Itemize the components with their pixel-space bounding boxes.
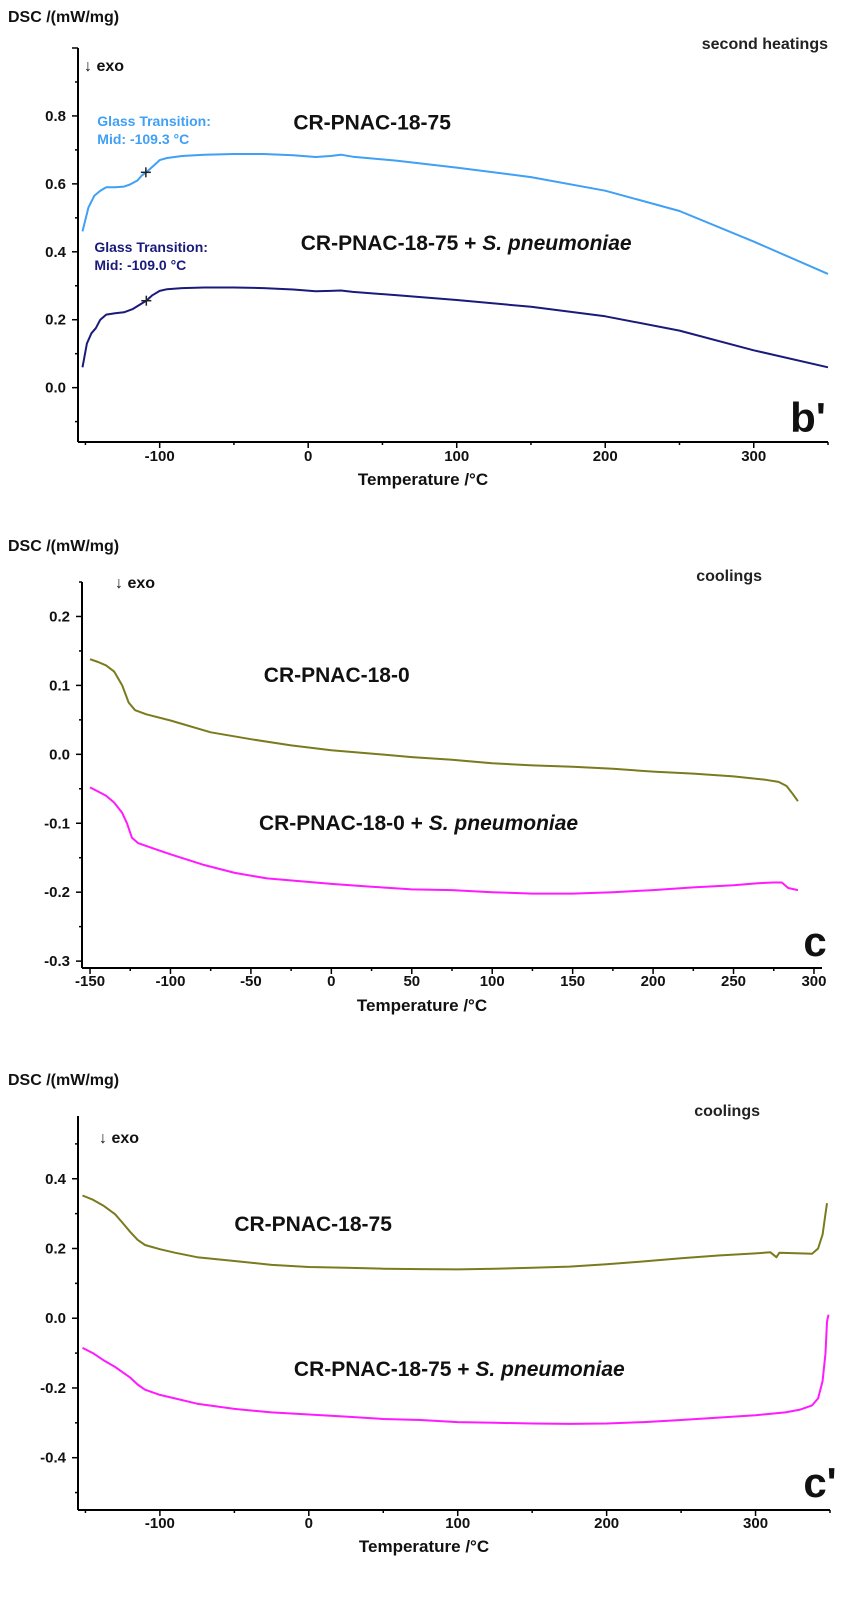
y-tick-label: 0.6 xyxy=(45,176,66,193)
x-axis-label: Temperature /°C xyxy=(359,1537,489,1556)
series-line xyxy=(81,153,829,275)
series-name-label: CR-PNAC-18-75 xyxy=(293,112,451,135)
series-line xyxy=(89,658,799,802)
y-tick-label: 0.4 xyxy=(45,244,67,261)
chart-panel-cprime: -0.4 -0.2 0.0 0.2 0.4 -100 0 100 200 300 Temperatu… xyxy=(8,1072,837,1556)
x-tick-label: 150 xyxy=(560,973,585,990)
y-axis-label: DSC /(mW/mg) xyxy=(8,1072,119,1089)
series-name-italic: S. pneumoniae xyxy=(482,232,632,255)
series-line xyxy=(82,1194,828,1271)
x-axis-label: Temperature /°C xyxy=(358,470,488,489)
x-tick-label: -100 xyxy=(145,1515,175,1532)
series-name-text: CR-PNAC-18-75 + xyxy=(294,1358,475,1381)
series-name-text: CR-PNAC-18-75 + xyxy=(301,232,482,255)
series-name-label: CR-PNAC-18-75 + S. pneumoniae xyxy=(301,232,632,255)
x-axis-label: Temperature /°C xyxy=(357,996,487,1015)
series-line xyxy=(81,286,829,369)
x-tick-label: 300 xyxy=(801,973,826,990)
x-tick-label: 300 xyxy=(743,1515,768,1532)
series-name-text: CR-PNAC-18-0 xyxy=(264,664,410,687)
x-tick-label: 100 xyxy=(445,1515,470,1532)
x-tick-label: 0 xyxy=(327,973,335,990)
series-name-label: CR-PNAC-18-0 xyxy=(264,664,410,687)
x-tick-label: 100 xyxy=(444,448,469,465)
x-tick-label: -100 xyxy=(155,973,185,990)
x-tick-label: 200 xyxy=(593,448,618,465)
y-tick-label: -0.2 xyxy=(40,1380,66,1397)
x-tick-label: 300 xyxy=(741,448,766,465)
x-tick-label: 250 xyxy=(721,973,746,990)
x-tick-label: 200 xyxy=(641,973,666,990)
series-line xyxy=(82,1314,830,1425)
y-tick-label: -0.2 xyxy=(44,884,70,901)
y-tick-label: 0.0 xyxy=(49,746,70,763)
panel-label: c' xyxy=(803,1459,836,1506)
y-tick-label: 0.0 xyxy=(45,1310,66,1327)
glass-transition-value: Mid: -109.3 °C xyxy=(97,131,189,147)
corner-label: coolings xyxy=(694,1103,760,1120)
y-tick-label: -0.3 xyxy=(44,953,70,970)
y-tick-label: 0.0 xyxy=(45,380,66,397)
series-name-text: CR-PNAC-18-75 xyxy=(234,1213,392,1236)
corner-label: second heatings xyxy=(702,36,828,53)
series-name-label: CR-PNAC-18-75 xyxy=(234,1213,392,1236)
x-tick-label: -50 xyxy=(240,973,262,990)
y-axis-label: DSC /(mW/mg) xyxy=(8,538,119,555)
glass-transition-value: Mid: -109.0 °C xyxy=(94,257,186,273)
y-tick-label: 0.2 xyxy=(45,1240,66,1257)
y-tick-label: 0.1 xyxy=(49,677,70,694)
y-axis-label: DSC /(mW/mg) xyxy=(8,9,119,26)
x-tick-label: 100 xyxy=(480,973,505,990)
series-name-text: CR-PNAC-18-0 + xyxy=(259,812,429,835)
x-tick-label: -100 xyxy=(145,448,175,465)
exo-direction-label: ↓ exo xyxy=(99,1130,139,1147)
y-tick-label: 0.2 xyxy=(49,608,70,625)
x-tick-label: 200 xyxy=(594,1515,619,1532)
series-name-italic: S. pneumoniae xyxy=(429,812,579,835)
corner-label: coolings xyxy=(696,568,762,585)
y-tick-label: 0.8 xyxy=(45,108,66,125)
y-tick-label: 0.4 xyxy=(45,1171,67,1188)
x-tick-label: -150 xyxy=(75,973,105,990)
y-tick-label: -0.1 xyxy=(44,815,70,832)
series-name-italic: S. pneumoniae xyxy=(475,1358,625,1381)
x-tick-label: 50 xyxy=(403,973,420,990)
y-tick-label: 0.2 xyxy=(45,312,66,329)
glass-transition-title: Glass Transition: xyxy=(97,113,211,129)
chart-panel-c: -0.3 -0.2 -0.1 0.0 0.1 0.2 -150 -100 -50 0 50 100 15… xyxy=(8,538,827,1015)
x-tick-label: 0 xyxy=(305,1515,313,1532)
series-name-label: CR-PNAC-18-75 + S. pneumoniae xyxy=(294,1358,625,1381)
series-line xyxy=(89,786,799,895)
chart-panel-bprime: 0.0 0.2 0.4 0.6 0.8 -100 0 100 200 300 Temperature… xyxy=(8,9,829,489)
x-tick-label: 0 xyxy=(304,448,312,465)
exo-direction-label: ↓ exo xyxy=(115,575,155,592)
y-tick-label: -0.4 xyxy=(40,1450,67,1467)
glass-transition-title: Glass Transition: xyxy=(94,239,208,255)
panel-label: c xyxy=(803,918,826,965)
panel-label: b' xyxy=(790,394,826,441)
exo-direction-label: ↓ exo xyxy=(84,58,124,75)
series-name-text: CR-PNAC-18-75 xyxy=(293,112,451,135)
series-name-label: CR-PNAC-18-0 + S. pneumoniae xyxy=(259,812,578,835)
